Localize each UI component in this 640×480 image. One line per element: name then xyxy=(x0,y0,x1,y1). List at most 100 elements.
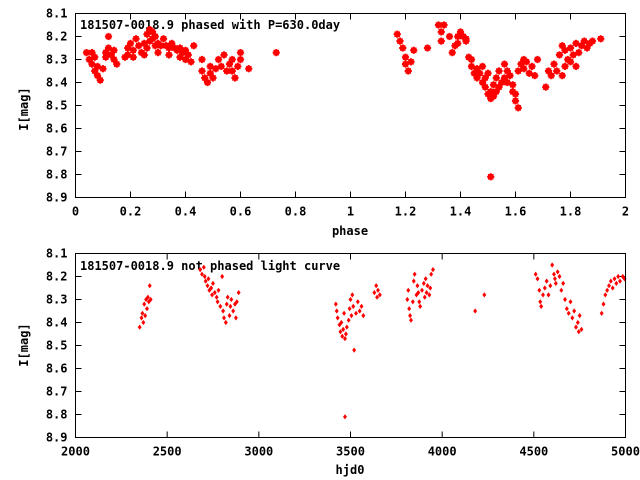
phased-data-point xyxy=(176,44,184,52)
phased-data-point xyxy=(462,35,470,43)
unphased-data-point xyxy=(214,294,219,300)
unphased-y-tick-label: 8.8 xyxy=(46,408,68,422)
unphased-data-point xyxy=(577,313,582,319)
phased-data-point xyxy=(503,78,511,87)
phased-x-tick-label: 1 xyxy=(347,205,354,219)
phased-data-point xyxy=(575,49,583,57)
unphased-data-point xyxy=(568,299,573,305)
phased-data-point xyxy=(165,44,173,52)
phased-data-point xyxy=(88,60,96,68)
phased-data-point xyxy=(102,53,110,61)
unphased-data-point xyxy=(427,292,432,298)
unphased-data-point xyxy=(407,306,412,312)
phased-x-tick-label: 0.6 xyxy=(230,205,252,219)
phased-data-point xyxy=(492,74,500,82)
unphased-data-point xyxy=(417,299,422,305)
phased-data-point xyxy=(401,53,410,61)
phased-data-point xyxy=(401,60,410,68)
unphased-data-point xyxy=(347,306,352,312)
unphased-data-point xyxy=(355,299,360,305)
unphased-data-point xyxy=(141,319,146,326)
phased-data-point xyxy=(547,72,555,80)
phased-chart-frame xyxy=(75,13,626,198)
phased-data-point xyxy=(181,55,190,64)
phased-data-point xyxy=(93,62,102,70)
unphased-data-point xyxy=(601,301,606,307)
phased-data-point xyxy=(544,67,553,75)
unphased-data-point xyxy=(137,324,142,330)
phased-data-point xyxy=(184,51,192,59)
unphased-data-point xyxy=(140,310,145,316)
unphased-data-point xyxy=(352,347,357,353)
phased-data-point xyxy=(225,60,234,68)
phased-data-point xyxy=(93,72,102,80)
phased-x-tick-label: 1.2 xyxy=(395,205,417,219)
phased-data-point xyxy=(569,51,577,59)
phased-data-point xyxy=(437,28,445,36)
unphased-data-point xyxy=(231,308,236,314)
phased-data-point xyxy=(228,55,236,64)
unphased-data-point xyxy=(542,285,547,291)
unphased-x-tick-label: 4000 xyxy=(428,445,457,459)
unphased-data-point xyxy=(607,283,611,289)
unphased-data-point xyxy=(233,315,238,321)
phased-data-point xyxy=(525,69,533,77)
phased-data-point xyxy=(201,74,209,82)
phased-data-point xyxy=(223,67,231,75)
phased-data-point xyxy=(110,46,118,54)
phased-y-tick-label: 8.4 xyxy=(46,76,68,90)
phased-data-point xyxy=(113,60,121,68)
unphased-data-point xyxy=(539,303,544,309)
unphased-data-point xyxy=(572,308,577,314)
unphased-data-point xyxy=(473,308,478,314)
unphased-data-point xyxy=(343,414,347,420)
phased-data-point xyxy=(190,42,198,50)
phased-data-point xyxy=(528,62,536,70)
unphased-data-point xyxy=(233,301,237,307)
unphased-y-tick-label: 8.1 xyxy=(46,247,68,261)
unphased-data-point xyxy=(482,292,487,298)
phased-y-tick-label: 8.9 xyxy=(46,191,68,205)
unphased-data-point xyxy=(145,306,149,312)
phased-data-point xyxy=(434,21,443,29)
unphased-data-point xyxy=(575,319,580,326)
unphased-data-point xyxy=(334,308,339,314)
phased-data-point xyxy=(272,49,280,57)
unphased-y-tick-label: 8.9 xyxy=(46,431,68,445)
unphased-data-point xyxy=(533,271,538,277)
unphased-data-point xyxy=(377,292,382,298)
phased-y-tick-label: 8.5 xyxy=(46,99,68,113)
unphased-data-point xyxy=(351,303,356,309)
phased-data-point xyxy=(500,60,509,68)
phased-data-point xyxy=(124,51,132,59)
unphased-data-point xyxy=(340,333,345,339)
phased-data-point xyxy=(566,44,575,52)
phased-data-point xyxy=(572,39,580,47)
unphased-data-point xyxy=(409,317,413,323)
phased-data-point xyxy=(234,62,242,70)
phased-chart-xlabel: phase xyxy=(332,224,368,238)
unphased-y-tick-label: 8.7 xyxy=(46,385,68,399)
unphased-data-point xyxy=(537,287,542,293)
unphased-data-point xyxy=(147,283,152,289)
unphased-data-point xyxy=(612,276,617,282)
phased-data-point xyxy=(500,74,509,82)
phased-data-point xyxy=(487,173,495,181)
phased-data-point xyxy=(506,72,514,80)
unphased-data-point xyxy=(350,292,355,298)
unphased-data-point xyxy=(357,308,362,314)
phased-data-point xyxy=(580,37,588,45)
unphased-data-point xyxy=(148,296,153,303)
unphased-data-point xyxy=(552,271,556,277)
phased-data-point xyxy=(489,81,498,89)
unphased-data-point xyxy=(546,292,551,298)
unphased-chart-ylabel: I[mag] xyxy=(17,323,31,366)
phased-data-point xyxy=(159,35,168,43)
unphased-data-point xyxy=(206,276,211,282)
unphased-data-point xyxy=(429,271,434,277)
phased-data-point xyxy=(561,46,569,54)
phased-data-point xyxy=(88,49,96,57)
unphased-data-point xyxy=(143,313,148,319)
phased-data-point xyxy=(399,44,407,52)
